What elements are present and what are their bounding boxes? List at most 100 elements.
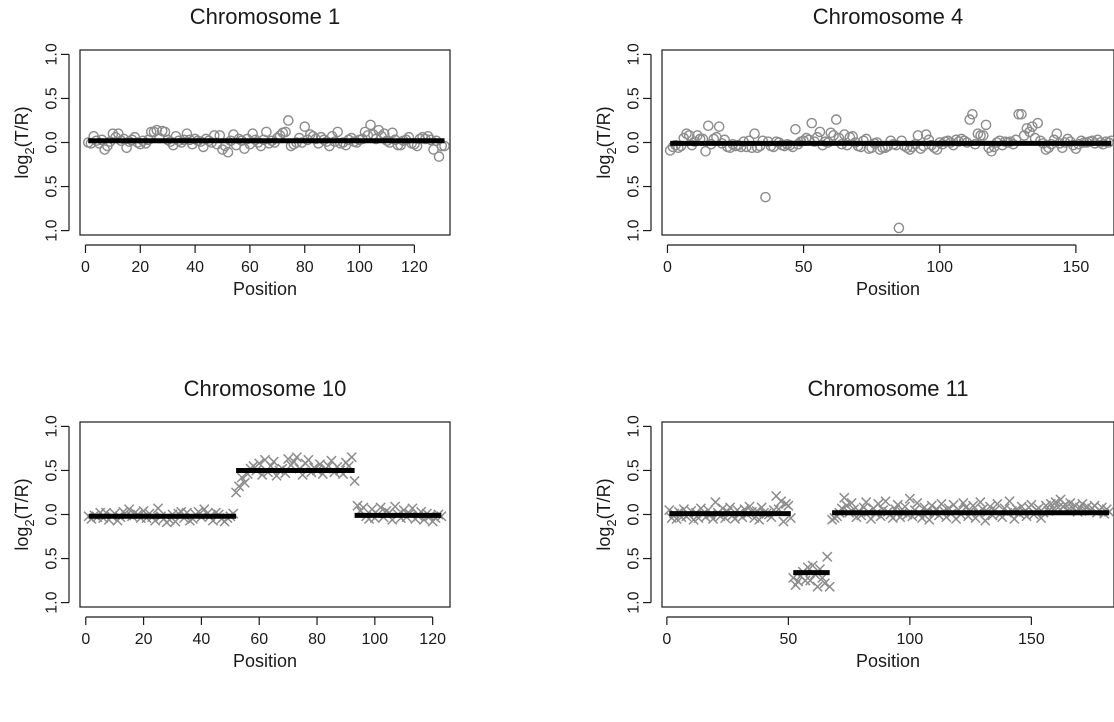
x-axis-label: Position <box>856 651 920 671</box>
data-point <box>365 119 376 131</box>
data-point <box>912 497 923 509</box>
y-axis-label-rest: (T/R) <box>12 106 32 147</box>
data-point <box>1016 109 1027 120</box>
data-point <box>972 128 984 139</box>
data-point <box>282 453 294 465</box>
y-axis-label-subscript: 2 <box>604 519 619 526</box>
data-point <box>924 514 935 525</box>
data-point <box>1018 130 1030 141</box>
data-point <box>775 496 787 507</box>
data-point <box>873 498 884 510</box>
x-tick-label: 100 <box>926 259 953 276</box>
x-tick-label: 80 <box>296 259 314 276</box>
x-tick-label: 150 <box>1063 259 1090 276</box>
x-axis-label: Position <box>233 279 297 299</box>
y-tick-label: 1.0 <box>626 43 643 65</box>
chart-panel-1: Chromosome 1 Position log2(T/R) 0 20 40 60 8… <box>12 4 451 299</box>
data-point <box>828 130 839 141</box>
x-tick-label: 40 <box>193 631 211 648</box>
chart-panel-3: Chromosome 10 Position log2(T/R) 0 20 40 60… <box>12 376 451 671</box>
data-point <box>700 146 711 157</box>
data-point <box>288 456 300 467</box>
y-tick-label: 0.0 <box>626 503 643 525</box>
plot-frame <box>661 421 1114 608</box>
data-point <box>222 146 234 158</box>
data-point <box>936 498 947 510</box>
data-point <box>303 454 314 466</box>
data-point <box>980 515 991 526</box>
x-tick-label: 100 <box>346 259 373 276</box>
y-axis-label: log2(T/R) <box>594 478 619 550</box>
y-tick-label: 0.5 <box>44 547 61 569</box>
y-tick-label: 0.0 <box>44 503 61 525</box>
y-tick-label: 0.5 <box>626 87 643 109</box>
data-point <box>1024 126 1035 138</box>
data-point <box>681 128 692 139</box>
data-point <box>291 452 302 463</box>
data-point <box>825 127 837 139</box>
data-point <box>893 222 905 234</box>
data-point <box>433 151 445 162</box>
data-point <box>261 126 272 138</box>
x-tick-label: 50 <box>779 631 797 648</box>
data-point <box>375 502 386 513</box>
data-point <box>1051 128 1063 139</box>
data-point <box>860 497 872 508</box>
y-tick-label: 1.0 <box>626 415 643 437</box>
y-tick-label: 0.0 <box>44 131 61 153</box>
data-point <box>332 126 343 138</box>
x-tick-label: 100 <box>361 631 388 648</box>
x-tick-label: 0 <box>81 259 90 276</box>
plot-frame <box>661 49 1114 236</box>
plot-frame <box>79 421 451 608</box>
data-point <box>1013 109 1024 120</box>
x-tick-label: 100 <box>897 631 924 648</box>
data-point <box>841 500 852 511</box>
data-point <box>783 500 794 511</box>
data-point <box>904 493 916 504</box>
data-point <box>790 123 801 135</box>
y-tick-label: 0.5 <box>626 175 643 197</box>
data-point <box>778 516 789 527</box>
data-point <box>230 487 242 498</box>
data-point <box>814 126 826 138</box>
data-point <box>217 144 228 155</box>
data-point <box>912 130 924 141</box>
y-tick-label: 1.0 <box>44 219 61 241</box>
data-point <box>358 502 369 513</box>
y-axis-label: log2(T/R) <box>12 106 37 178</box>
data-point <box>1065 497 1076 509</box>
data-point <box>387 127 398 139</box>
data-point <box>822 551 833 562</box>
y-axis-label: log2(T/R) <box>594 106 619 178</box>
data-point <box>199 504 210 515</box>
data-point <box>899 501 911 512</box>
data-point <box>389 501 401 512</box>
y-tick-label: 0.0 <box>626 131 643 153</box>
chart-panel-2: Chromosome 4 Position log2(T/R) 0 50 100 15… <box>594 4 1114 299</box>
data-point <box>713 121 725 132</box>
y-axis-label-rest: (T/R) <box>594 478 614 519</box>
data-point <box>692 130 703 141</box>
data-point <box>920 129 932 140</box>
y-tick-label: 0.5 <box>44 175 61 197</box>
data-point <box>830 114 842 125</box>
data-point <box>760 191 771 203</box>
data-point <box>268 456 279 467</box>
y-axis-label-base: log <box>594 527 614 551</box>
y-axis-label-base: log <box>12 155 32 179</box>
data-point <box>724 502 736 513</box>
data-point <box>236 472 248 483</box>
y-axis-label-subscript: 2 <box>22 519 37 526</box>
y-tick-label: 1.0 <box>44 415 61 437</box>
data-point <box>880 496 891 507</box>
x-tick-label: 20 <box>131 259 149 276</box>
x-tick-label: 150 <box>1018 631 1045 648</box>
data-point <box>702 120 714 132</box>
data-point <box>349 475 360 487</box>
chart-title: Chromosome 11 <box>808 376 969 401</box>
y-tick-label: 0.5 <box>44 87 61 109</box>
y-axis-label: log2(T/R) <box>12 478 37 550</box>
x-tick-label: 120 <box>401 259 428 276</box>
